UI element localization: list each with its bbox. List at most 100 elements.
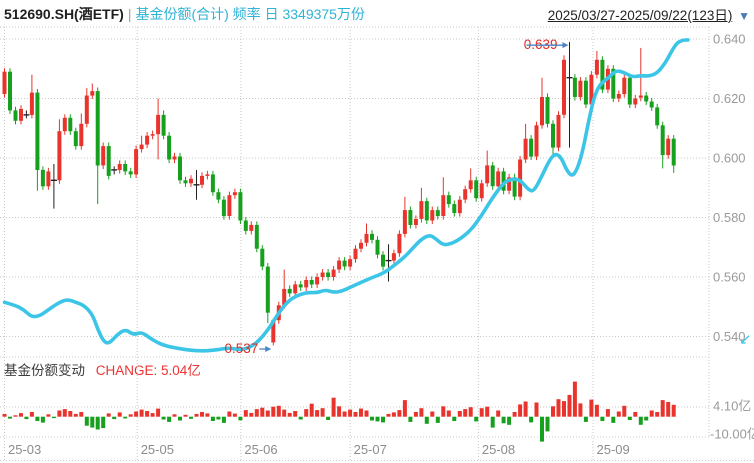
volume-bar bbox=[68, 411, 73, 417]
volume-bar bbox=[172, 414, 177, 417]
svg-text:0.560: 0.560 bbox=[713, 270, 746, 285]
volume-bar bbox=[649, 410, 654, 417]
volume-bar bbox=[19, 413, 23, 417]
volume-panel-title: 基金份额变动 bbox=[4, 363, 85, 378]
volume-bar bbox=[479, 408, 484, 417]
volume-bar bbox=[156, 408, 161, 417]
volume-bar bbox=[276, 405, 281, 417]
volume-bar bbox=[381, 416, 385, 423]
volume-bar bbox=[315, 410, 320, 417]
volume-bar bbox=[430, 411, 435, 417]
volume-bar bbox=[326, 416, 331, 420]
volume-bar bbox=[282, 409, 287, 417]
volume-bar bbox=[216, 416, 221, 420]
volume-bar bbox=[161, 416, 166, 420]
volume-bar bbox=[90, 416, 95, 428]
corner-arrow-icon: ↙ bbox=[739, 331, 752, 348]
svg-text:0.537: 0.537 bbox=[225, 341, 259, 356]
volume-bar bbox=[468, 407, 473, 417]
price-axis-labels: 0.640 0.620 0.600 0.580 0.560 0.540 bbox=[713, 32, 746, 345]
volume-bar bbox=[556, 399, 561, 417]
volume-bar bbox=[666, 402, 671, 417]
volume-bar bbox=[441, 406, 446, 417]
volume-bar bbox=[200, 412, 204, 417]
volume-bar bbox=[600, 416, 605, 421]
volume-bar bbox=[567, 394, 572, 417]
high-annotation: 0.639 bbox=[524, 37, 569, 52]
volume-bar bbox=[353, 412, 358, 417]
volume-bar bbox=[178, 416, 182, 421]
volume-bar bbox=[572, 381, 577, 417]
volume-bar bbox=[106, 413, 111, 417]
volume-bar bbox=[534, 402, 539, 417]
volume-bar bbox=[123, 416, 128, 419]
volume-bar bbox=[457, 411, 462, 417]
volume-bar bbox=[139, 409, 144, 417]
volume-bar bbox=[227, 411, 232, 417]
volume-bar bbox=[529, 416, 534, 423]
volume-bars bbox=[2, 381, 676, 442]
volume-bar bbox=[62, 409, 67, 417]
volume-bar bbox=[391, 412, 396, 417]
volume-bar bbox=[260, 407, 265, 417]
series-label: 基金份额(合计) 频率 日 3349375万份 bbox=[135, 6, 365, 22]
volume-bar bbox=[518, 404, 523, 417]
volume-bar bbox=[408, 416, 413, 422]
volume-bar bbox=[337, 406, 342, 417]
volume-bar bbox=[583, 416, 588, 422]
volume-bar bbox=[605, 409, 610, 417]
fund-share-line bbox=[2, 38, 690, 353]
volume-bar bbox=[578, 403, 583, 417]
volume-bar bbox=[232, 413, 237, 417]
date-range-selector[interactable]: 2025/03/27-2025/09/22(123日) ▼ bbox=[548, 4, 750, 24]
volume-bar bbox=[287, 412, 292, 417]
volume-bar bbox=[95, 416, 100, 430]
volume-bar bbox=[238, 416, 243, 421]
svg-text:25-09: 25-09 bbox=[597, 442, 630, 457]
chevron-down-icon[interactable]: ▼ bbox=[738, 9, 750, 23]
volume-bar bbox=[183, 414, 188, 417]
volume-bar bbox=[490, 416, 495, 428]
volume-bar bbox=[474, 416, 479, 422]
volume-bar bbox=[540, 416, 544, 442]
header-separator: | bbox=[127, 6, 132, 22]
volume-bar bbox=[194, 413, 199, 417]
volume-bar bbox=[51, 416, 56, 419]
volume-axis-labels: 4.10亿 -10.00亿 bbox=[710, 399, 754, 442]
volume-bar bbox=[298, 416, 303, 420]
svg-text:25-07: 25-07 bbox=[354, 442, 387, 457]
volume-bar bbox=[205, 413, 210, 417]
svg-text:4.10亿: 4.10亿 bbox=[713, 399, 751, 414]
volume-bar bbox=[243, 410, 248, 417]
date-range-text[interactable]: 2025/03/27-2025/09/22(123日) bbox=[547, 8, 733, 23]
volume-bar bbox=[342, 411, 347, 417]
volume-bar bbox=[660, 400, 665, 417]
x-axis-labels: 25-03 25-05 25-06 25-07 25-08 25-09 bbox=[8, 442, 630, 457]
volume-bar bbox=[435, 416, 440, 423]
volume-bar bbox=[370, 416, 374, 421]
volume-bar bbox=[671, 404, 676, 417]
volume-bar bbox=[320, 408, 325, 417]
volume-bar bbox=[117, 412, 122, 417]
svg-text:25-08: 25-08 bbox=[482, 442, 515, 457]
volume-bar bbox=[210, 416, 215, 421]
volume-bar bbox=[293, 411, 298, 417]
svg-text:25-03: 25-03 bbox=[8, 442, 41, 457]
volume-bar bbox=[359, 408, 363, 417]
volume-bar bbox=[446, 410, 451, 417]
volume-bar bbox=[265, 410, 270, 417]
chart-gridlines bbox=[0, 26, 754, 461]
volume-bar bbox=[57, 410, 62, 417]
volume-bar bbox=[254, 409, 259, 417]
volume-bar bbox=[309, 403, 314, 417]
volume-bar bbox=[616, 411, 621, 417]
svg-text:0.600: 0.600 bbox=[713, 151, 746, 166]
volume-bar bbox=[655, 412, 660, 417]
svg-text:25-05: 25-05 bbox=[141, 442, 174, 457]
svg-text:0.620: 0.620 bbox=[713, 91, 746, 106]
volume-bar bbox=[594, 404, 599, 417]
volume-bar bbox=[485, 406, 490, 417]
low-annotation: 0.537 bbox=[225, 341, 272, 356]
volume-bar bbox=[397, 410, 402, 417]
